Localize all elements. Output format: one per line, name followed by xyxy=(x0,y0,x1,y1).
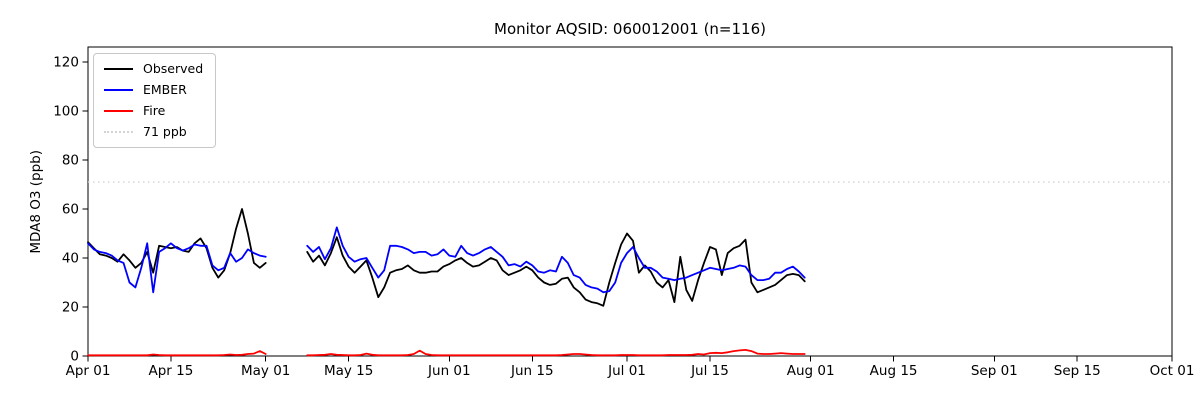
legend-item-observed: Observed xyxy=(104,61,203,77)
fire-line-sample xyxy=(104,110,133,112)
legend-label-fire: Fire xyxy=(143,103,166,118)
y-tick-label: 0 xyxy=(70,349,79,365)
x-axis-ticks: Apr 01 Apr 15 May 01 May 15 Jun 01 Jun 15 Jul … xyxy=(66,356,1195,379)
legend-item-ember: EMBER xyxy=(104,82,203,98)
y-tick-label: 120 xyxy=(53,55,79,71)
series-line-fire xyxy=(87,349,806,357)
y-axis-ticks: 0 20 40 60 80 100 120 xyxy=(53,55,88,365)
legend-item-threshold: 71 ppb xyxy=(104,124,203,140)
x-tick-label: Aug 01 xyxy=(787,363,835,379)
plot-frame xyxy=(87,46,1173,357)
x-tick-label: Jun 01 xyxy=(427,363,471,379)
y-tick-label: 40 xyxy=(62,251,79,267)
x-tick-label: Apr 15 xyxy=(149,363,194,379)
observed-line-sample xyxy=(104,68,133,70)
ember-line-sample xyxy=(104,89,133,91)
series-line-ember xyxy=(87,226,806,294)
legend-label-threshold: 71 ppb xyxy=(143,124,187,139)
legend-label-observed: Observed xyxy=(143,61,204,76)
x-tick-label: May 15 xyxy=(324,363,373,379)
x-tick-label: Sep 15 xyxy=(1054,363,1101,379)
y-tick-label: 60 xyxy=(62,202,79,218)
x-tick-label: Jun 15 xyxy=(510,363,554,379)
x-tick-label: Sep 01 xyxy=(971,363,1018,379)
legend-item-fire: Fire xyxy=(104,103,203,119)
legend-label-ember: EMBER xyxy=(143,82,187,97)
series-line-observed xyxy=(87,208,806,307)
x-tick-label: May 01 xyxy=(241,363,290,379)
y-tick-label: 20 xyxy=(62,300,79,316)
x-tick-label: Jul 01 xyxy=(607,363,646,379)
x-tick-label: Oct 01 xyxy=(1150,363,1195,379)
x-tick-label: Apr 01 xyxy=(66,363,111,379)
chart-title: Monitor AQSID: 060012001 (n=116) xyxy=(494,20,766,38)
threshold-line-sample xyxy=(104,131,133,133)
x-tick-label: Aug 15 xyxy=(870,363,918,379)
legend: Observed EMBER Fire 71 ppb xyxy=(93,53,217,148)
y-tick-label: 100 xyxy=(53,104,79,120)
x-tick-label: Jul 15 xyxy=(690,363,729,379)
y-tick-label: 80 xyxy=(62,153,79,169)
